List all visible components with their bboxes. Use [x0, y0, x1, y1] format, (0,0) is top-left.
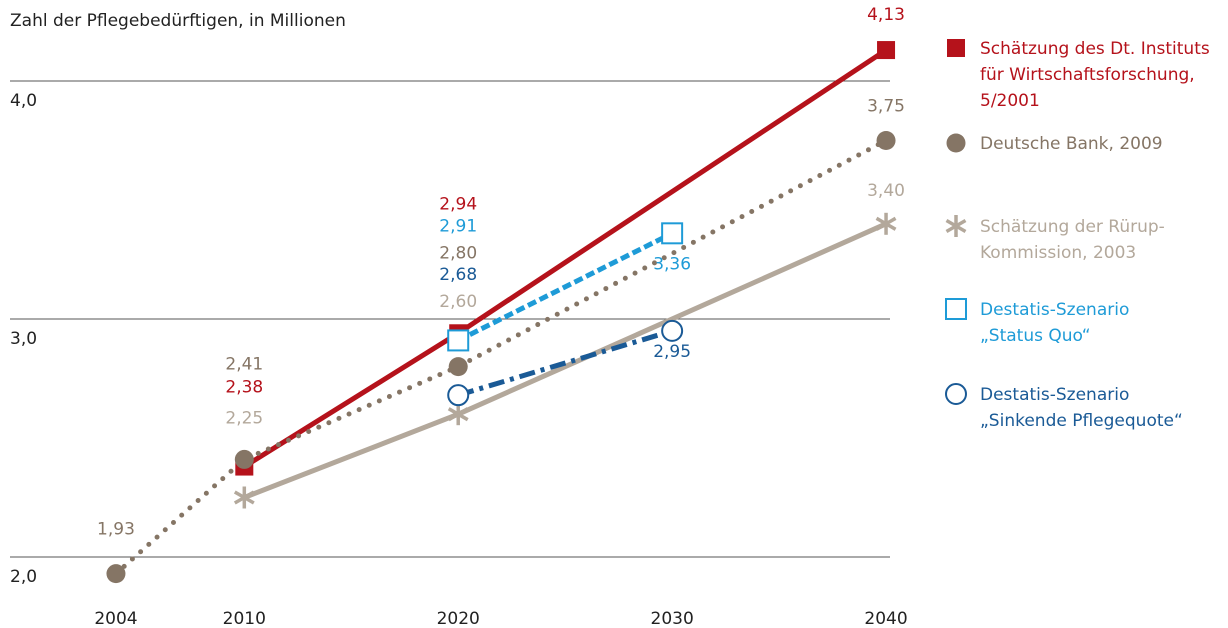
legend-marker [945, 215, 967, 237]
x-tick-label: 2040 [864, 609, 907, 628]
marker-square [945, 298, 967, 320]
data-label: 2,38 [225, 378, 263, 398]
marker [661, 319, 684, 342]
marker [234, 449, 254, 469]
marker [875, 212, 897, 235]
marker [447, 384, 470, 407]
marker [106, 564, 126, 584]
data-label: 2,91 [439, 216, 477, 236]
marker [876, 131, 896, 150]
legend-line: für Wirtschaftsforschung, [980, 65, 1195, 85]
legend-label: Deutsche Bank, 2009 [980, 134, 1163, 154]
marker-square [877, 41, 896, 60]
marker-circle [234, 449, 254, 469]
legend-marker [945, 383, 967, 405]
marker [447, 329, 470, 352]
legend-label: Destatis-Szenario „Sinkende Pflegequote“ [980, 385, 1183, 431]
legend-line: Kommission, 2003 [980, 243, 1136, 263]
series-line [113, 138, 889, 577]
marker [877, 41, 896, 60]
data-label: 3,40 [867, 181, 905, 201]
marker-stroke [447, 407, 469, 422]
data-label: 3,75 [867, 97, 905, 117]
y-tick-label: 4,0 [10, 91, 37, 111]
y-tick-label: 3,0 [10, 329, 37, 349]
data-label: 1,93 [97, 520, 135, 540]
series-line [457, 328, 673, 398]
marker [233, 486, 255, 509]
x-tick-label: 2020 [437, 609, 480, 628]
legend-line: Deutsche Bank, 2009 [980, 134, 1163, 154]
data-label: 2,60 [439, 292, 477, 312]
legend-label: Schätzung des Dt. Instituts für Wirtschaf… [980, 39, 1210, 111]
legend-line: Schätzung der Rürup- [980, 217, 1165, 237]
series-line [242, 47, 888, 469]
marker-circle [447, 384, 470, 407]
legend-line: Destatis-Szenario [980, 385, 1129, 405]
data-label: 2,95 [653, 342, 691, 362]
marker-square [947, 39, 965, 57]
marker-circle [946, 133, 966, 153]
marker-stroke [875, 216, 897, 231]
data-label: 2,25 [225, 409, 263, 429]
y-tick-label: 2,0 [10, 567, 37, 587]
data-label: 4,13 [867, 5, 905, 25]
marker-circle [876, 131, 896, 150]
legend-label: Schätzung der Rürup- Kommission, 2003 [980, 217, 1165, 263]
marker-square [447, 329, 470, 352]
marker-circle [106, 564, 126, 584]
marker-circle [661, 319, 684, 342]
legend-line: „Sinkende Pflegequote“ [980, 411, 1183, 431]
marker-stroke [233, 490, 255, 505]
data-label: 2,41 [225, 354, 263, 374]
marker [661, 222, 684, 245]
marker [448, 357, 468, 377]
legend-line: Schätzung des Dt. Instituts [980, 39, 1210, 59]
marker [447, 403, 469, 426]
marker-circle [945, 383, 967, 405]
marker-square [661, 222, 684, 245]
data-label: 2,80 [439, 244, 477, 264]
data-label: 2,68 [439, 265, 477, 285]
series-line [457, 231, 674, 343]
legend-marker [947, 39, 965, 57]
y-axis-label: Zahl der Pflegebedürftigen, in Millionen [10, 11, 346, 31]
data-label: 3,36 [653, 254, 691, 274]
marker-circle [448, 357, 468, 377]
legend-marker [946, 133, 966, 153]
marker-stroke [945, 218, 967, 234]
legend-line: Destatis-Szenario [980, 300, 1129, 320]
x-tick-label: 2010 [223, 609, 266, 628]
data-label: 2,94 [439, 194, 477, 214]
x-tick-label: 2030 [651, 609, 694, 628]
legend-label: Destatis-Szenario „Status Quo“ [980, 300, 1129, 346]
legend-marker [945, 298, 967, 320]
legend-line: „Status Quo“ [980, 326, 1091, 346]
legend-line: 5/2001 [980, 91, 1040, 111]
x-tick-label: 2004 [94, 609, 137, 628]
